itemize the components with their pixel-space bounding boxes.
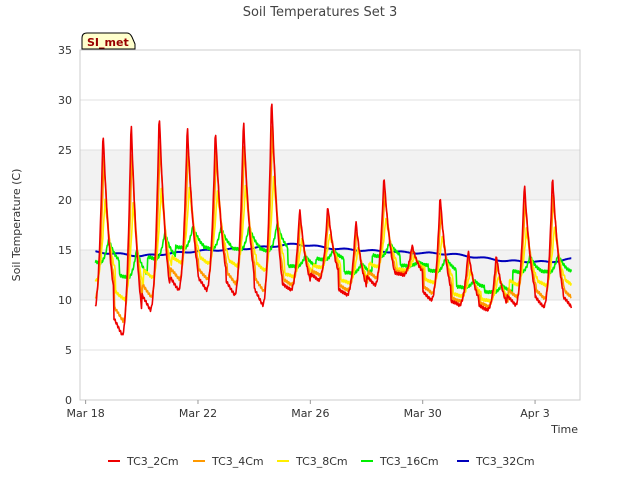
- legend-item-TC3_8Cm: TC3_8Cm: [277, 455, 348, 468]
- x-tick-label: Mar 22: [179, 407, 217, 420]
- legend-item-TC3_16Cm: TC3_16Cm: [361, 455, 439, 468]
- y-tick-label: 35: [58, 44, 72, 57]
- x-axis-label: Time: [550, 423, 578, 436]
- x-tick-label: Mar 18: [66, 407, 104, 420]
- grid-band: [80, 150, 580, 200]
- site-badge-label: SI_met: [87, 36, 129, 49]
- site-badge: SI_met: [81, 32, 136, 50]
- y-tick-label: 15: [58, 244, 72, 257]
- x-tick-label: Mar 30: [404, 407, 442, 420]
- plot-frame: [79, 49, 581, 401]
- y-tick-label: 25: [58, 144, 72, 157]
- y-axis-label: Soil Temperature (C): [10, 169, 23, 282]
- legend-label: TC3_16Cm: [379, 455, 439, 468]
- legend: TC3_2Cm TC3_4Cm TC3_8Cm TC3_16Cm TC3_32Cm: [108, 455, 535, 468]
- series-line-TC3_2Cm: [94, 103, 573, 336]
- y-tick-label: 0: [65, 394, 72, 407]
- y-tick-label: 30: [58, 94, 72, 107]
- chart-title: Soil Temperatures Set 3: [243, 5, 398, 20]
- y-tick-label: 5: [65, 344, 72, 357]
- y-tick-label: 10: [58, 294, 72, 307]
- legend-label: TC3_4Cm: [211, 455, 264, 468]
- y-axis-ticks: 0 5 10 15 20 25 30 35: [58, 44, 72, 407]
- x-tick-label: Mar 26: [291, 407, 329, 420]
- y-tick-label: 20: [58, 194, 72, 207]
- x-tick-label: Apr 3: [520, 407, 550, 420]
- legend-label: TC3_2Cm: [126, 455, 179, 468]
- legend-label: TC3_32Cm: [475, 455, 535, 468]
- legend-item-TC3_4Cm: TC3_4Cm: [193, 455, 264, 468]
- legend-label: TC3_8Cm: [295, 455, 348, 468]
- series-layer: [94, 103, 573, 336]
- x-axis-ticks: Mar 18 Mar 22 Mar 26 Mar 30 Apr 3: [66, 400, 550, 420]
- legend-item-TC3_32Cm: TC3_32Cm: [457, 455, 535, 468]
- legend-item-TC3_2Cm: TC3_2Cm: [108, 455, 179, 468]
